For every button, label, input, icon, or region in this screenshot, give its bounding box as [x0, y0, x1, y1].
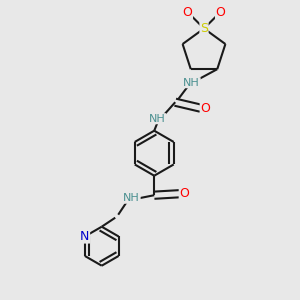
Text: N: N — [80, 230, 89, 243]
Text: O: O — [179, 187, 189, 200]
Text: NH: NH — [123, 193, 140, 203]
Text: NH: NH — [149, 114, 166, 124]
Text: NH: NH — [183, 78, 200, 88]
Text: S: S — [200, 22, 208, 35]
Text: O: O — [216, 5, 225, 19]
Text: O: O — [183, 5, 192, 19]
Text: O: O — [200, 102, 210, 115]
